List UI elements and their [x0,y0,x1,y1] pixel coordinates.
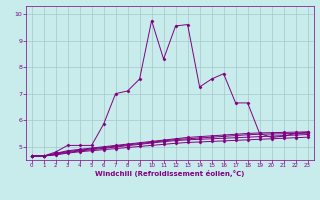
X-axis label: Windchill (Refroidissement éolien,°C): Windchill (Refroidissement éolien,°C) [95,170,244,177]
